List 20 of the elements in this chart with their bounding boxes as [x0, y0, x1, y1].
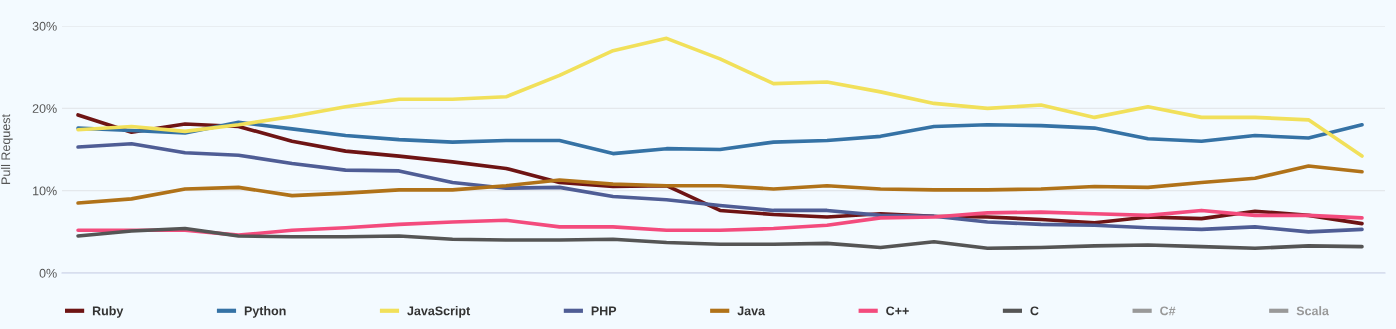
line-series: [76, 226, 1364, 251]
y-tick-label: 20%: [32, 104, 57, 113]
line-series: [76, 164, 1364, 205]
legend-label: JavaScript: [407, 306, 471, 318]
y-tick-label: 10%: [33, 186, 57, 196]
legend-label: C: [1030, 306, 1039, 316]
legend-label: Java: [737, 306, 766, 316]
line-series: [76, 120, 1364, 156]
y-tick-label: 0%: [39, 268, 57, 278]
line-series: [76, 36, 1364, 158]
legend-label: C#: [1160, 306, 1176, 316]
legend-label: Scala: [1296, 306, 1329, 316]
line-series: [76, 141, 1364, 234]
legend-label: Ruby: [92, 306, 124, 318]
legend-label: Python: [244, 306, 286, 318]
line-series: [76, 208, 1364, 237]
y-tick-label: 30%: [32, 21, 57, 31]
legend-label: PHP: [591, 306, 617, 316]
legend-label: C++: [886, 306, 909, 316]
y-axis-title: Pull Request: [1, 114, 13, 184]
